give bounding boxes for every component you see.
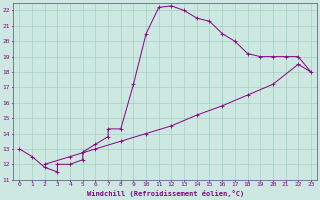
X-axis label: Windchill (Refroidissement éolien,°C): Windchill (Refroidissement éolien,°C) — [86, 190, 244, 197]
